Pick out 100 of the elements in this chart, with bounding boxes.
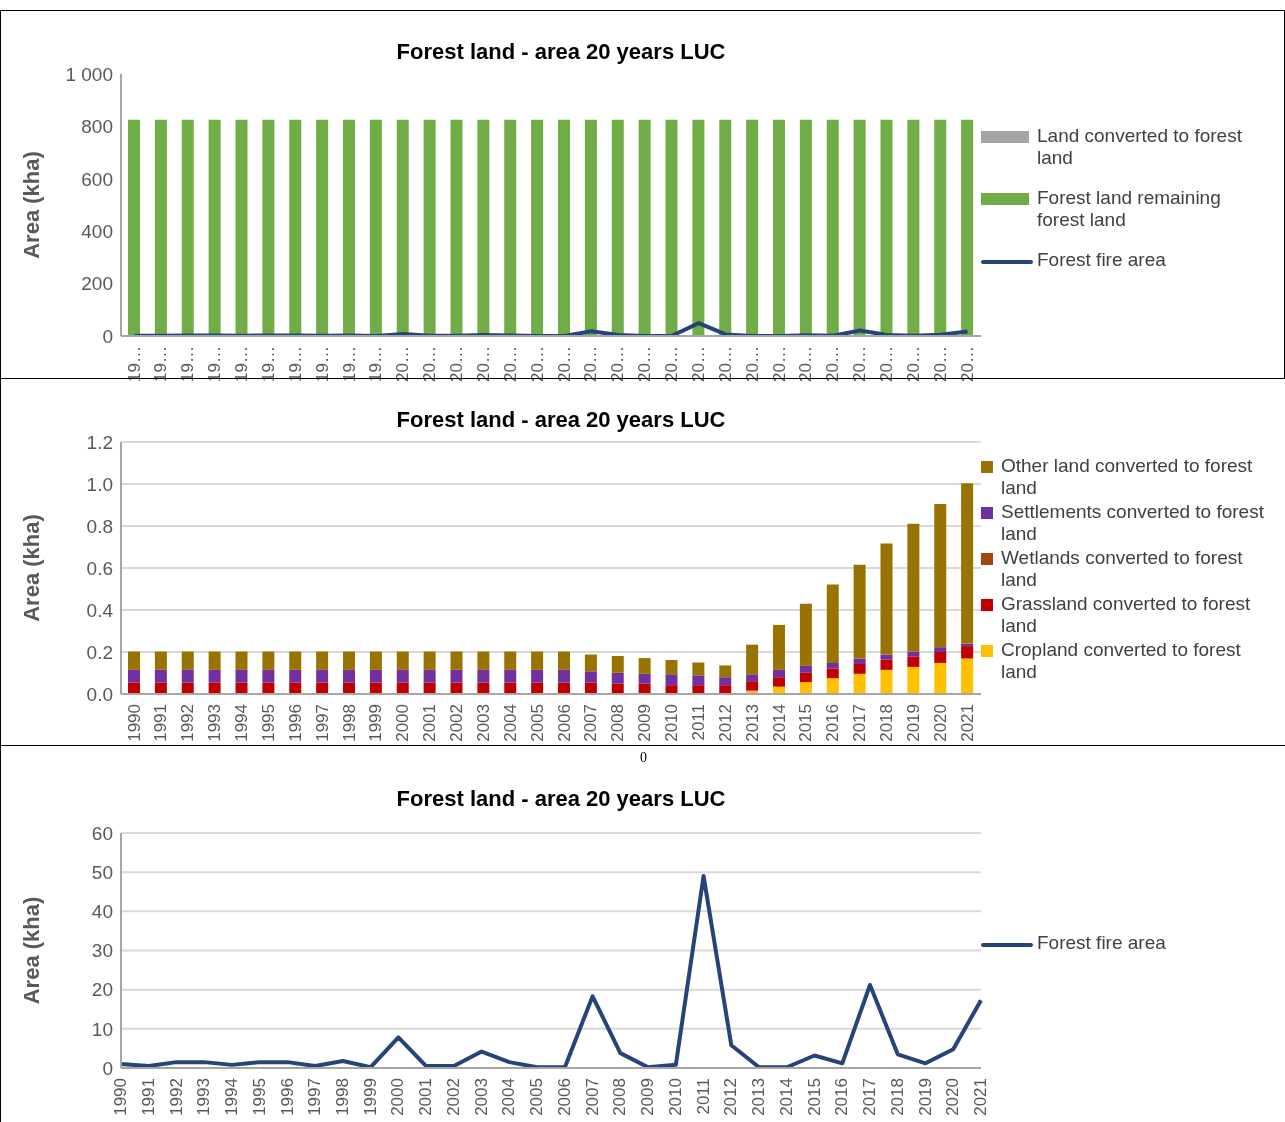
x-tick-label: 2005: [527, 704, 547, 742]
legend-label: Settlements converted to forest land: [1001, 500, 1265, 545]
bar: [826, 662, 839, 669]
legend-label: Forest fire area: [1037, 932, 1166, 954]
bar: [665, 685, 678, 694]
bar: [450, 651, 463, 670]
x-tick-label: 19…: [178, 346, 198, 382]
bar: [826, 668, 839, 679]
x-tick-label: 2016: [823, 704, 843, 742]
x-tick-label: 19…: [151, 346, 171, 382]
bar: [611, 672, 624, 684]
y-tick-label: 0: [102, 1057, 113, 1079]
x-tick-label: 2009: [635, 704, 655, 742]
bar: [128, 669, 140, 683]
bar: [181, 651, 194, 670]
bar: [692, 685, 705, 694]
bar: [826, 678, 839, 694]
x-tick-label: 1993: [194, 1078, 214, 1116]
bar: [343, 651, 355, 670]
y-tick-label: 400: [81, 220, 113, 242]
x-tick-label: 2002: [443, 1078, 463, 1116]
bar: [719, 677, 732, 686]
x-tick-label: 1994: [222, 1078, 242, 1116]
x-tick-label: 19…: [258, 346, 278, 382]
bar: [235, 651, 248, 670]
bar: [746, 681, 759, 691]
bar: [289, 651, 302, 670]
x-tick-label: 2003: [471, 1078, 491, 1116]
x-tick-label: 1992: [178, 704, 198, 742]
x-tick-label: 1995: [249, 1078, 269, 1116]
x-tick-label: 2004: [499, 1078, 519, 1116]
x-tick-label: 2001: [416, 1078, 436, 1116]
line-series: [132, 321, 970, 336]
y-tick-label: 20: [91, 979, 113, 1001]
x-tick-label: 1990: [124, 704, 144, 742]
bar: [531, 651, 544, 670]
x-tick-label: 2006: [554, 704, 574, 742]
bar: [638, 673, 651, 684]
bar: [262, 651, 275, 670]
x-tick-label: 1990: [111, 1078, 131, 1116]
x-tick-label: 2021: [971, 1078, 991, 1116]
legend-label: Forest fire area: [1037, 248, 1166, 271]
x-tick-label: 2001: [420, 704, 440, 742]
x-tick-label: 2017: [850, 704, 870, 742]
x-tick-label: 2000: [388, 1078, 408, 1116]
bar: [853, 673, 866, 694]
x-tick-label: 2005: [527, 1078, 547, 1116]
bar: [773, 677, 785, 687]
bar: [853, 564, 866, 659]
bar: [746, 674, 759, 682]
bar: [799, 603, 812, 666]
x-tick-label: 2020: [943, 1078, 963, 1116]
x-tick-label: 19…: [124, 346, 144, 382]
bar: [719, 665, 732, 678]
bar: [907, 523, 920, 652]
bar: [477, 651, 490, 670]
x-tick-label: 2002: [447, 704, 467, 742]
bar: [369, 669, 382, 683]
x-tick-label: 19…: [285, 346, 305, 382]
x-tick-label: 1994: [232, 704, 252, 742]
x-tick-label: 1996: [277, 1078, 297, 1116]
bar: [880, 669, 893, 694]
x-tick-label: 19…: [232, 346, 252, 382]
bar: [961, 646, 974, 659]
x-tick-label: 2020: [930, 704, 950, 742]
x-tick-label: 2015: [804, 1078, 824, 1116]
x-tick-label: 1991: [138, 1078, 158, 1116]
bar: [423, 651, 436, 670]
bar: [558, 669, 570, 683]
x-tick-label: 1997: [305, 1078, 325, 1116]
bar: [799, 682, 812, 694]
x-tick-label: 1995: [258, 704, 278, 742]
x-tick-label: 2014: [769, 704, 789, 742]
bar: [181, 669, 194, 683]
bar: [719, 685, 732, 694]
bar: [934, 647, 947, 652]
x-tick-label: 2007: [582, 1078, 602, 1116]
y-axis-title: Area (kha): [18, 896, 44, 1005]
bar: [584, 671, 597, 683]
y-axis-title: Area (kha): [18, 514, 44, 622]
bar: [531, 669, 544, 683]
bar: [154, 669, 167, 683]
legend-label: Land converted to forest land: [1037, 124, 1243, 169]
x-tick-label: 19…: [205, 346, 225, 382]
bar: [638, 658, 651, 674]
y-tick-label: 0.0: [86, 683, 113, 705]
x-tick-label: 1999: [360, 1078, 380, 1116]
bar: [235, 669, 248, 683]
y-axis-title: Area (kha): [18, 151, 44, 259]
bar: [799, 665, 812, 673]
x-tick-label: 19…: [312, 346, 332, 382]
bar: [450, 669, 463, 683]
bar: [934, 503, 947, 648]
bar: [880, 659, 893, 670]
y-tick-label: 0.2: [86, 641, 113, 663]
x-tick-label: 2016: [832, 1078, 852, 1116]
y-tick-label: 0.4: [86, 599, 114, 621]
bar: [396, 651, 409, 670]
y-tick-label: 1.2: [86, 431, 113, 453]
y-tick-label: 200: [81, 273, 113, 295]
